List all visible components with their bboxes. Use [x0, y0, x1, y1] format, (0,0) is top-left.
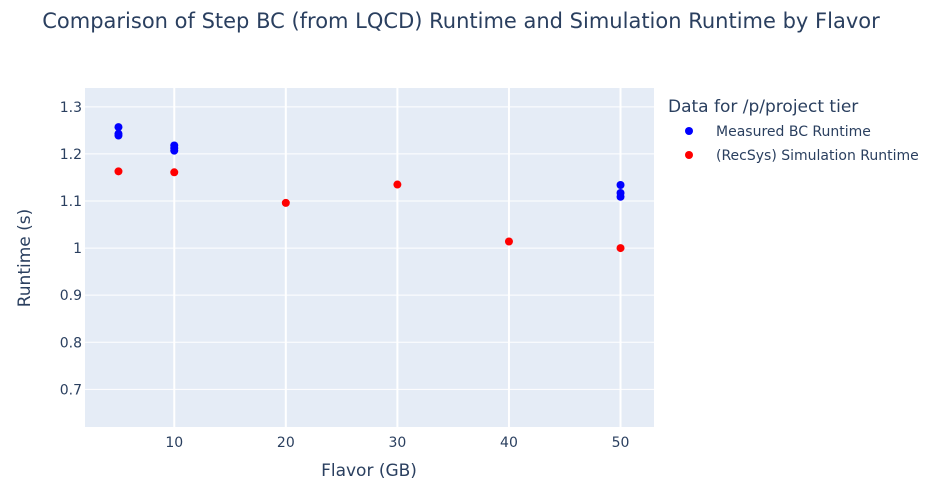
- x-tick-label: 50: [612, 435, 630, 451]
- simulation-point[interactable]: [393, 180, 402, 189]
- y-tick-label: 0.9: [60, 288, 82, 304]
- legend-title: Data for /p/project tier: [668, 97, 858, 117]
- y-tick-labels: 0.7 0.8 0.9 1 1.1 1.2 1.3: [60, 100, 82, 399]
- plot-area: [85, 88, 654, 427]
- y-tick-label: 1.2: [60, 147, 82, 163]
- x-gridlines: [173, 88, 622, 427]
- y-tick-label: 0.7: [60, 382, 82, 398]
- x-tick-label: 10: [165, 435, 183, 451]
- legend: Data for /p/project tier Measured BC Run…: [668, 97, 919, 164]
- y-gridlines: [85, 106, 654, 390]
- x-axis-label: Flavor (GB): [321, 461, 417, 481]
- x-tick-labels: 10 20 30 40 50: [165, 435, 629, 451]
- legend-marker-simulation[interactable]: [685, 151, 693, 159]
- measured-point[interactable]: [170, 146, 179, 155]
- y-axis-label: Runtime (s): [15, 209, 35, 308]
- legend-item-measured[interactable]: Measured BC Runtime: [716, 124, 871, 140]
- x-tick-label: 40: [500, 435, 518, 451]
- y-tick-label: 1: [73, 241, 82, 257]
- simulation-point[interactable]: [170, 168, 179, 177]
- y-tick-label: 0.8: [60, 335, 82, 351]
- simulation-point[interactable]: [504, 237, 513, 246]
- simulation-point[interactable]: [281, 198, 290, 207]
- data-points: [114, 123, 625, 253]
- x-tick-label: 20: [277, 435, 295, 451]
- measured-point[interactable]: [616, 192, 625, 201]
- x-tick-label: 30: [388, 435, 406, 451]
- chart-title: Comparison of Step BC (from LQCD) Runtim…: [42, 9, 880, 33]
- measured-point[interactable]: [616, 180, 625, 189]
- simulation-point[interactable]: [114, 167, 123, 176]
- measured-point[interactable]: [114, 131, 123, 140]
- y-tick-label: 1.3: [60, 100, 82, 116]
- legend-marker-measured[interactable]: [685, 127, 693, 135]
- measured-point[interactable]: [114, 123, 123, 132]
- y-tick-label: 1.1: [60, 194, 82, 210]
- simulation-point[interactable]: [616, 244, 625, 253]
- legend-item-simulation[interactable]: (RecSys) Simulation Runtime: [716, 148, 919, 164]
